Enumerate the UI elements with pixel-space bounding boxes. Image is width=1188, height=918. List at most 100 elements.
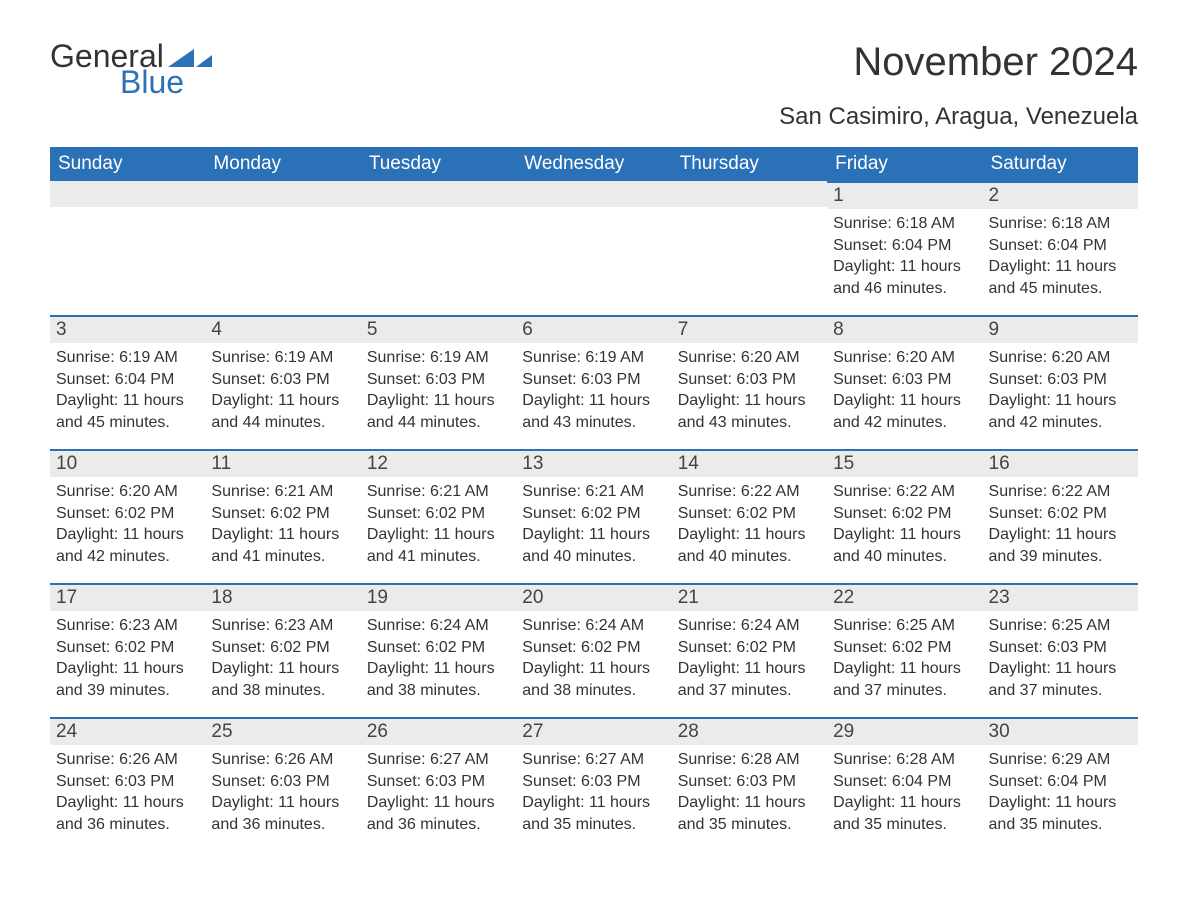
calendar-day-cell: 9Sunrise: 6:20 AMSunset: 6:03 PMDaylight… (983, 315, 1138, 449)
day-body: Sunrise: 6:18 AMSunset: 6:04 PMDaylight:… (827, 209, 982, 305)
day-body (361, 207, 516, 217)
daylight-text: Daylight: 11 hours and 38 minutes. (211, 658, 354, 701)
calendar-day-cell: 16Sunrise: 6:22 AMSunset: 6:02 PMDayligh… (983, 449, 1138, 583)
calendar-day-cell (672, 181, 827, 315)
day-number: 28 (672, 717, 827, 745)
sunrise-text: Sunrise: 6:23 AM (56, 615, 199, 637)
calendar-day-cell: 10Sunrise: 6:20 AMSunset: 6:02 PMDayligh… (50, 449, 205, 583)
weekday-thursday: Thursday (672, 147, 827, 181)
calendar-week-row: 17Sunrise: 6:23 AMSunset: 6:02 PMDayligh… (50, 583, 1138, 717)
sunrise-text: Sunrise: 6:27 AM (367, 749, 510, 771)
day-body: Sunrise: 6:23 AMSunset: 6:02 PMDaylight:… (205, 611, 360, 707)
day-number: 11 (205, 449, 360, 477)
sunrise-text: Sunrise: 6:20 AM (989, 347, 1132, 369)
day-body: Sunrise: 6:22 AMSunset: 6:02 PMDaylight:… (983, 477, 1138, 573)
sunrise-text: Sunrise: 6:20 AM (56, 481, 199, 503)
daylight-text: Daylight: 11 hours and 45 minutes. (56, 390, 199, 433)
daylight-text: Daylight: 11 hours and 41 minutes. (367, 524, 510, 567)
day-number: 8 (827, 315, 982, 343)
day-number: 15 (827, 449, 982, 477)
sunset-text: Sunset: 6:02 PM (211, 637, 354, 659)
daylight-text: Daylight: 11 hours and 38 minutes. (367, 658, 510, 701)
day-body (50, 207, 205, 217)
day-body: Sunrise: 6:20 AMSunset: 6:03 PMDaylight:… (827, 343, 982, 439)
day-number: 25 (205, 717, 360, 745)
day-number: 22 (827, 583, 982, 611)
sunrise-text: Sunrise: 6:26 AM (56, 749, 199, 771)
sunrise-text: Sunrise: 6:23 AM (211, 615, 354, 637)
sunrise-text: Sunrise: 6:20 AM (678, 347, 821, 369)
calendar-day-cell: 24Sunrise: 6:26 AMSunset: 6:03 PMDayligh… (50, 717, 205, 851)
sunset-text: Sunset: 6:02 PM (367, 637, 510, 659)
sunset-text: Sunset: 6:03 PM (989, 637, 1132, 659)
day-body: Sunrise: 6:21 AMSunset: 6:02 PMDaylight:… (361, 477, 516, 573)
sunrise-text: Sunrise: 6:24 AM (678, 615, 821, 637)
calendar-day-cell: 15Sunrise: 6:22 AMSunset: 6:02 PMDayligh… (827, 449, 982, 583)
daylight-text: Daylight: 11 hours and 40 minutes. (522, 524, 665, 567)
sunrise-text: Sunrise: 6:24 AM (367, 615, 510, 637)
daylight-text: Daylight: 11 hours and 38 minutes. (522, 658, 665, 701)
day-number: 5 (361, 315, 516, 343)
sunrise-text: Sunrise: 6:19 AM (367, 347, 510, 369)
sunrise-text: Sunrise: 6:19 AM (211, 347, 354, 369)
sunset-text: Sunset: 6:03 PM (522, 771, 665, 793)
day-number: 17 (50, 583, 205, 611)
day-number: 19 (361, 583, 516, 611)
sunset-text: Sunset: 6:04 PM (989, 771, 1132, 793)
location-subtitle: San Casimiro, Aragua, Venezuela (779, 103, 1138, 131)
day-body: Sunrise: 6:24 AMSunset: 6:02 PMDaylight:… (516, 611, 671, 707)
calendar-day-cell: 22Sunrise: 6:25 AMSunset: 6:02 PMDayligh… (827, 583, 982, 717)
calendar-day-cell: 6Sunrise: 6:19 AMSunset: 6:03 PMDaylight… (516, 315, 671, 449)
day-body (205, 207, 360, 217)
daylight-text: Daylight: 11 hours and 40 minutes. (833, 524, 976, 567)
daylight-text: Daylight: 11 hours and 41 minutes. (211, 524, 354, 567)
sunrise-text: Sunrise: 6:26 AM (211, 749, 354, 771)
calendar-table: Sunday Monday Tuesday Wednesday Thursday… (50, 147, 1138, 851)
day-body: Sunrise: 6:19 AMSunset: 6:03 PMDaylight:… (361, 343, 516, 439)
sunset-text: Sunset: 6:02 PM (522, 637, 665, 659)
logo: General Blue (50, 40, 212, 98)
calendar-day-cell: 25Sunrise: 6:26 AMSunset: 6:03 PMDayligh… (205, 717, 360, 851)
day-number: 3 (50, 315, 205, 343)
day-body: Sunrise: 6:28 AMSunset: 6:03 PMDaylight:… (672, 745, 827, 841)
sunset-text: Sunset: 6:03 PM (833, 369, 976, 391)
sunrise-text: Sunrise: 6:21 AM (367, 481, 510, 503)
day-body: Sunrise: 6:26 AMSunset: 6:03 PMDaylight:… (50, 745, 205, 841)
sunset-text: Sunset: 6:02 PM (56, 503, 199, 525)
sunrise-text: Sunrise: 6:29 AM (989, 749, 1132, 771)
calendar-day-cell: 28Sunrise: 6:28 AMSunset: 6:03 PMDayligh… (672, 717, 827, 851)
calendar-day-cell: 7Sunrise: 6:20 AMSunset: 6:03 PMDaylight… (672, 315, 827, 449)
day-body: Sunrise: 6:22 AMSunset: 6:02 PMDaylight:… (827, 477, 982, 573)
daylight-text: Daylight: 11 hours and 40 minutes. (678, 524, 821, 567)
sunset-text: Sunset: 6:04 PM (989, 235, 1132, 257)
calendar-day-cell: 3Sunrise: 6:19 AMSunset: 6:04 PMDaylight… (50, 315, 205, 449)
day-number (205, 181, 360, 207)
daylight-text: Daylight: 11 hours and 43 minutes. (678, 390, 821, 433)
sunrise-text: Sunrise: 6:22 AM (833, 481, 976, 503)
sunset-text: Sunset: 6:03 PM (989, 369, 1132, 391)
calendar-week-row: 24Sunrise: 6:26 AMSunset: 6:03 PMDayligh… (50, 717, 1138, 851)
calendar-day-cell (516, 181, 671, 315)
sunset-text: Sunset: 6:02 PM (989, 503, 1132, 525)
sunset-text: Sunset: 6:03 PM (367, 369, 510, 391)
sunrise-text: Sunrise: 6:25 AM (833, 615, 976, 637)
calendar-day-cell: 20Sunrise: 6:24 AMSunset: 6:02 PMDayligh… (516, 583, 671, 717)
weekday-monday: Monday (205, 147, 360, 181)
calendar-day-cell: 8Sunrise: 6:20 AMSunset: 6:03 PMDaylight… (827, 315, 982, 449)
day-number: 20 (516, 583, 671, 611)
daylight-text: Daylight: 11 hours and 46 minutes. (833, 256, 976, 299)
day-body: Sunrise: 6:23 AMSunset: 6:02 PMDaylight:… (50, 611, 205, 707)
daylight-text: Daylight: 11 hours and 44 minutes. (211, 390, 354, 433)
day-number: 12 (361, 449, 516, 477)
day-number: 13 (516, 449, 671, 477)
daylight-text: Daylight: 11 hours and 35 minutes. (678, 792, 821, 835)
calendar-day-cell (205, 181, 360, 315)
weekday-wednesday: Wednesday (516, 147, 671, 181)
daylight-text: Daylight: 11 hours and 36 minutes. (211, 792, 354, 835)
month-title: November 2024 (779, 40, 1138, 85)
day-body: Sunrise: 6:25 AMSunset: 6:02 PMDaylight:… (827, 611, 982, 707)
day-number (516, 181, 671, 207)
daylight-text: Daylight: 11 hours and 37 minutes. (833, 658, 976, 701)
sunrise-text: Sunrise: 6:19 AM (56, 347, 199, 369)
daylight-text: Daylight: 11 hours and 35 minutes. (522, 792, 665, 835)
